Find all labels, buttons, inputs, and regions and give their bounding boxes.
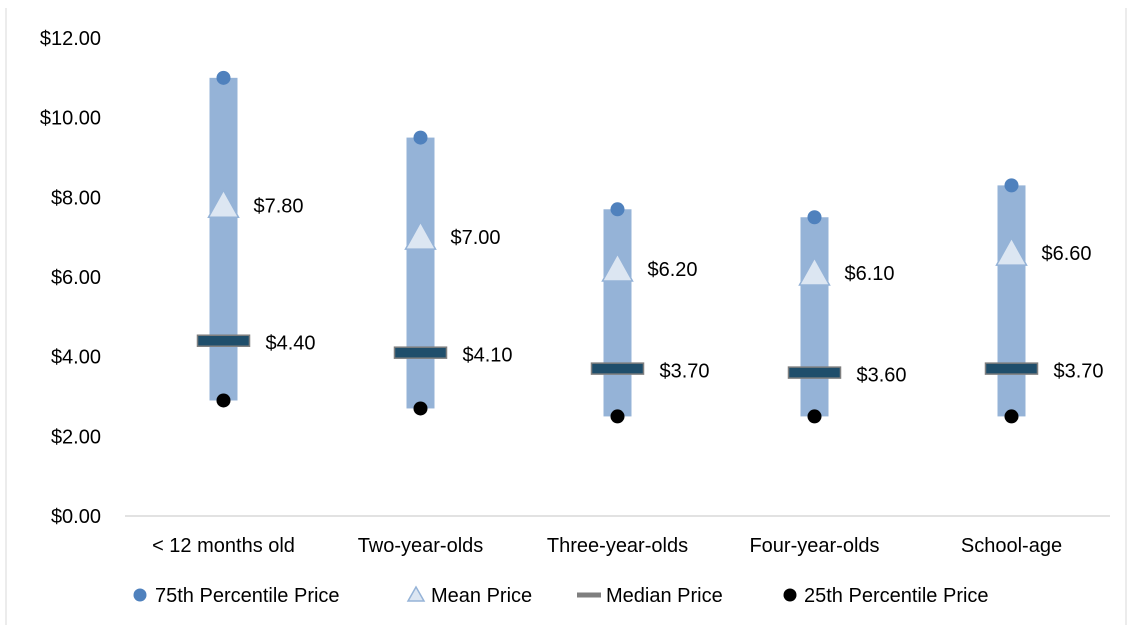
p75-marker xyxy=(414,131,428,145)
legend-label: 75th Percentile Price xyxy=(155,585,340,607)
y-tick-label: $6.00 xyxy=(51,267,101,289)
category-label: Four-year-olds xyxy=(749,535,879,557)
p25-marker xyxy=(414,401,428,415)
legend-label: Mean Price xyxy=(431,585,532,607)
p75-marker xyxy=(808,210,822,224)
mean-data-label: $6.10 xyxy=(845,263,895,285)
p75-marker xyxy=(217,71,231,85)
mean-data-label: $6.60 xyxy=(1042,243,1092,265)
median-marker xyxy=(395,347,447,358)
mean-data-label: $7.00 xyxy=(451,227,501,249)
legend-mean-symbol xyxy=(408,587,424,601)
legend-p75-symbol xyxy=(134,589,147,602)
median-data-label: $3.70 xyxy=(660,361,710,383)
category-label: < 12 months old xyxy=(152,535,295,557)
legend-median-symbol xyxy=(577,593,601,598)
p75-marker xyxy=(611,202,625,216)
median-marker xyxy=(198,335,250,346)
range-bar xyxy=(407,138,435,409)
p75-marker xyxy=(1005,178,1019,192)
range-bar xyxy=(210,78,238,401)
p25-marker xyxy=(217,393,231,407)
range-bar xyxy=(998,185,1026,416)
mean-data-label: $6.20 xyxy=(648,259,698,281)
y-tick-label: $0.00 xyxy=(51,506,101,528)
median-data-label: $4.10 xyxy=(463,345,513,367)
range-bar xyxy=(801,217,829,416)
category-label: Two-year-olds xyxy=(358,535,484,557)
y-tick-label: $10.00 xyxy=(40,108,101,130)
legend-label: 25th Percentile Price xyxy=(804,585,989,607)
median-marker xyxy=(986,363,1038,374)
p25-marker xyxy=(1005,409,1019,423)
y-tick-label: $4.00 xyxy=(51,347,101,369)
range-bar xyxy=(604,209,632,416)
category-label: Three-year-olds xyxy=(547,535,688,557)
median-data-label: $4.40 xyxy=(266,333,316,355)
p25-marker xyxy=(611,409,625,423)
median-marker xyxy=(789,367,841,378)
data-labels: $7.80 $4.40 $7.00 $4.10 $6.20 $3.70 $6.10 $3.60… xyxy=(254,195,1104,386)
legend-p25-symbol xyxy=(784,589,797,602)
median-marker xyxy=(592,363,644,374)
mean-data-label: $7.80 xyxy=(254,195,304,217)
p25-marker xyxy=(808,409,822,423)
category-label: School-age xyxy=(961,535,1062,557)
category-labels: < 12 months old Two-year-olds Three-year-o… xyxy=(152,535,1062,557)
y-tick-label: $2.00 xyxy=(51,426,101,448)
legend: 75th Percentile Price Mean Price Median Pr… xyxy=(134,585,989,607)
y-axis-ticks: $0.00 $2.00 $4.00 $6.00 $8.00 $10.00 $12.00 xyxy=(40,28,101,528)
median-data-label: $3.60 xyxy=(857,365,907,387)
y-tick-label: $8.00 xyxy=(51,187,101,209)
median-data-label: $3.70 xyxy=(1054,361,1104,383)
y-tick-label: $12.00 xyxy=(40,28,101,50)
legend-label: Median Price xyxy=(606,585,723,607)
